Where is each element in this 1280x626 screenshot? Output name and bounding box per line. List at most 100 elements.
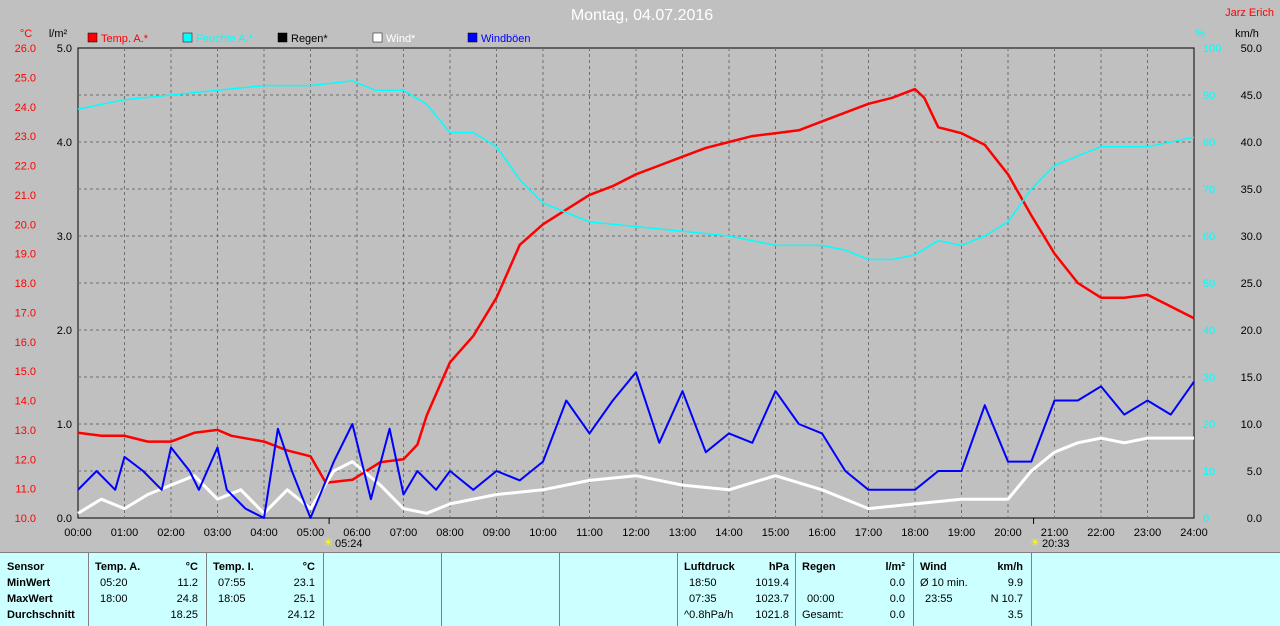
rain-unit-label: l/m² — [49, 28, 68, 40]
x-tick-label: 23:00 — [1134, 527, 1162, 539]
chart-series — [77, 80, 1195, 519]
rain-tick-label: 4.0 — [57, 137, 72, 149]
wind-avg-label: Ø 10 min. — [920, 577, 968, 589]
sunrise-marker: ☀ 05:24 — [323, 537, 362, 550]
temp-i-average: 24.12 — [287, 609, 315, 621]
rain-tick-label: 1.0 — [57, 419, 72, 431]
x-tick-label: 12:00 — [622, 527, 650, 539]
pressure-trend: ^0.8hPa/h — [684, 609, 734, 621]
temp-i-max-value: 25.1 — [293, 593, 315, 605]
chart-grid — [77, 47, 1195, 519]
x-tick-label: 22:00 — [1087, 527, 1115, 539]
wind-max-value: N 10.7 — [990, 593, 1023, 605]
rain-tick-label: 5.0 — [57, 43, 72, 55]
weather-chart: 00:00 01:00 02:00 03:00 04:00 05:00 06:00 07:00… — [15, 7, 1274, 550]
temp-i-unit: °C — [302, 561, 315, 573]
temp-tick-label: 18.0 — [15, 278, 36, 290]
humidity-tick-label: 10 — [1203, 466, 1215, 478]
temp-a-title: Temp. A. — [95, 561, 141, 573]
divider — [323, 553, 324, 626]
x-tick-label: 08:00 — [436, 527, 464, 539]
temp-tick-label: 16.0 — [15, 337, 36, 349]
divider — [795, 553, 796, 626]
humidity-tick-label: 20 — [1203, 419, 1215, 431]
temp-tick-label: 17.0 — [15, 307, 36, 319]
x-tick-label: 11:00 — [576, 527, 603, 539]
humidity-tick-label: 40 — [1203, 325, 1215, 337]
humidity-tick-label: 90 — [1203, 90, 1215, 102]
x-tick-label: 06:00 — [343, 527, 371, 539]
x-tick-label: 18:00 — [901, 527, 929, 539]
legend-swatch — [182, 32, 193, 43]
x-tick-label: 14:00 — [715, 527, 743, 539]
temp-i-min-time: 07:55 — [218, 577, 246, 589]
pressure-max-time: 07:35 — [689, 593, 717, 605]
wind-average: 3.5 — [1007, 609, 1023, 621]
legend-swatch — [87, 32, 98, 43]
temp-a-max-time: 18:00 — [100, 593, 128, 605]
temp-a-section: Temp. A. °C 05:20 11.2 18:00 24.8 18.25 — [88, 553, 206, 626]
temp-tick-label: 10.0 — [15, 513, 36, 525]
divider — [677, 553, 678, 626]
x-tick-label: 07:00 — [390, 527, 418, 539]
chart-title: Montag, 04.07.2016 — [571, 7, 713, 24]
temp-a-unit: °C — [185, 561, 198, 573]
humidity-tick-label: 60 — [1203, 231, 1215, 243]
temp-tick-label: 22.0 — [15, 161, 36, 173]
statistics-panel: Sensor MinWert MaxWert Durchschnitt Temp… — [0, 552, 1280, 626]
humidity-tick-label: 50 — [1203, 278, 1215, 290]
legend-swatch — [467, 32, 478, 43]
pressure-min-time: 18:50 — [689, 577, 717, 589]
min-row-label: MinWert — [7, 577, 51, 589]
wind-tick-label: 50.0 — [1241, 43, 1262, 55]
divider — [88, 553, 89, 626]
wind-title: Wind — [920, 561, 947, 573]
pressure-unit: hPa — [768, 561, 789, 573]
sunset-marker: ☀ 20:33 — [1030, 537, 1069, 550]
x-tick-label: 01:00 — [111, 527, 139, 539]
temp-i-title: Temp. I. — [213, 561, 254, 573]
humidity-tick-label: 80 — [1203, 137, 1215, 149]
temp-tick-label: 12.0 — [15, 454, 36, 466]
x-tick-label: 02:00 — [157, 527, 185, 539]
wind-tick-label: 15.0 — [1241, 372, 1262, 384]
x-tick-label: 13:00 — [669, 527, 697, 539]
chart-legend: Temp. A.* Feuchte A.* Regen* Wind* Windböen — [87, 32, 531, 45]
legend-item: Regen* — [277, 32, 328, 45]
legend-item: Feuchte A.* — [182, 32, 254, 45]
divider — [1031, 553, 1032, 626]
temp-i-section: Temp. I. °C 07:55 23.1 18:05 25.1 24.12 — [206, 553, 323, 626]
humidity-tick-label: 0 — [1203, 513, 1209, 525]
legend-item: Windböen — [467, 32, 531, 45]
temp-tick-label: 24.0 — [15, 102, 36, 114]
x-tick-label: 04:00 — [250, 527, 278, 539]
wind-unit-label: km/h — [1235, 28, 1259, 40]
temp-unit-label: °C — [20, 28, 32, 40]
sunrise-icon: ☀ — [323, 537, 333, 549]
x-tick-label: 10:00 — [529, 527, 557, 539]
sensor-section: Sensor MinWert MaxWert Durchschnitt — [0, 553, 88, 626]
rain-section: Regen l/m² 0.0 00:00 0.0 Gesamt: 0.0 — [795, 553, 913, 626]
temp-tick-label: 23.0 — [15, 131, 36, 143]
temp-i-min-value: 23.1 — [293, 577, 315, 589]
sensor-header: Sensor — [7, 561, 45, 573]
temp-tick-label: 21.0 — [15, 190, 36, 202]
x-tick-label: 00:00 — [64, 527, 92, 539]
wind-tick-label: 20.0 — [1241, 325, 1262, 337]
avg-row-label: Durchschnitt — [7, 609, 75, 621]
rain-unit: l/m² — [885, 561, 905, 573]
temp-a-max-value: 24.8 — [176, 593, 198, 605]
temp-a-min-time: 05:20 — [100, 577, 128, 589]
rain-tick-label: 2.0 — [57, 325, 72, 337]
legend-swatch — [372, 32, 383, 43]
x-tick-label: 09:00 — [483, 527, 511, 539]
wind-section: Wind km/h Ø 10 min. 9.9 23:55 N 10.7 3.5 — [913, 553, 1031, 626]
rain-total-value: 0.0 — [889, 609, 905, 621]
series-line-feuchte-a — [77, 80, 1195, 261]
wind-max-time: 23:55 — [925, 593, 953, 605]
temp-tick-label: 13.0 — [15, 425, 36, 437]
temp-a-average: 18.25 — [170, 609, 198, 621]
sunrise-time: 05:24 — [335, 538, 363, 550]
wind-tick-label: 40.0 — [1241, 137, 1262, 149]
series-line-wind — [77, 436, 1194, 515]
